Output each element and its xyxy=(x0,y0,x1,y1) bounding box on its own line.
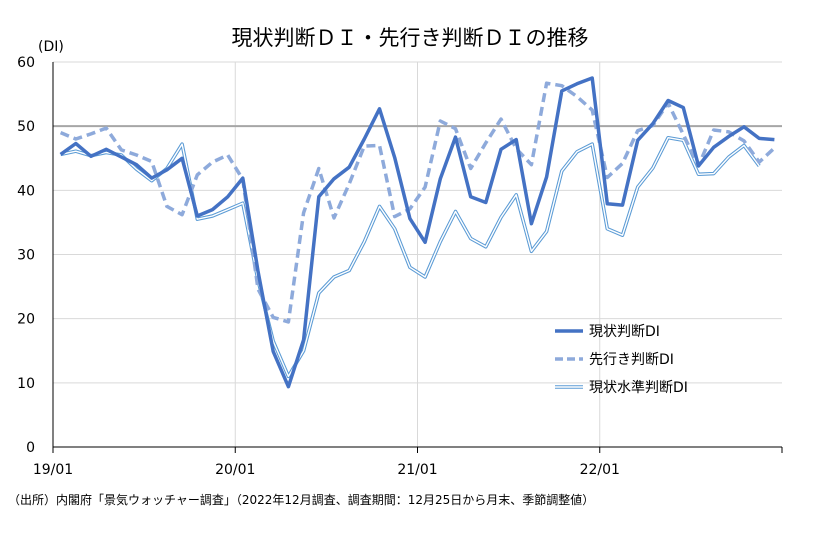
y-tick-label: 50 xyxy=(17,119,35,135)
y-tick-label: 10 xyxy=(17,376,35,392)
series-3-line xyxy=(60,135,761,379)
y-tick-label: 60 xyxy=(17,55,35,71)
series-lines xyxy=(59,76,776,389)
legend-label: 先行き判断DI xyxy=(589,352,674,368)
legend-item: 現状水準判断DI xyxy=(555,380,688,396)
legend-label: 現状判断DI xyxy=(589,324,660,340)
legend-item: 現状判断DI xyxy=(555,324,660,340)
legend-item: 先行き判断DI xyxy=(555,352,674,368)
x-tick-label: 21/01 xyxy=(397,462,437,478)
source-note: （出所）内閣府「景気ウォッチャー調査」（2022年12月調査、調査期間：12月2… xyxy=(8,492,594,507)
x-tick-label: 22/01 xyxy=(580,462,620,478)
series-2-line xyxy=(59,81,776,324)
y-tick-label: 30 xyxy=(17,248,35,264)
series-line-inner xyxy=(60,136,760,378)
series-line xyxy=(59,76,775,389)
y-tick-label: 0 xyxy=(26,440,35,456)
x-tick-label: 20/01 xyxy=(215,462,255,478)
x-tick-label: 19/01 xyxy=(33,462,73,478)
y-tick-label: 20 xyxy=(17,312,35,328)
series-1-line xyxy=(59,76,775,389)
series-line xyxy=(59,81,776,324)
y-axis-unit: (DI) xyxy=(38,39,64,55)
legend: 現状判断DI 先行き判断DI 現状水準判断DI xyxy=(555,324,688,396)
axes: 0 10 20 30 40 50 60 19/01 20/01 21/01 22/01 xyxy=(17,55,783,478)
chart-title: 現状判断ＤＩ・先行き判断ＤＩの推移 xyxy=(232,26,589,50)
series-line-outer xyxy=(60,135,761,379)
y-tick-label: 40 xyxy=(17,183,35,199)
legend-label: 現状水準判断DI xyxy=(589,380,688,396)
